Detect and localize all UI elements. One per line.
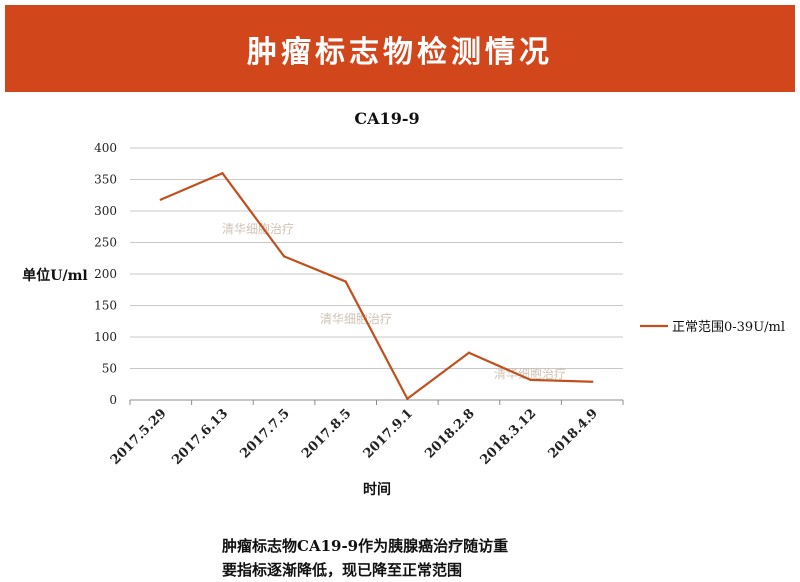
y-tick-label: 0 <box>109 393 117 407</box>
banner-title: 肿瘤标志物检测情况 <box>247 34 553 70</box>
data-point <box>221 172 224 175</box>
y-tick-label: 300 <box>94 204 117 218</box>
series-line-path <box>160 172 593 400</box>
title-banner: 肿瘤标志物检测情况 <box>5 5 795 92</box>
y-tick-label: 50 <box>102 362 117 376</box>
gridlines <box>130 147 623 369</box>
data-point <box>344 280 347 283</box>
legend: 正常范围0-39U/ml <box>640 320 785 335</box>
x-tick-label: 2017.5.29 <box>108 406 170 468</box>
data-point <box>406 397 409 400</box>
x-tick-label: 2017.9.1 <box>361 406 416 461</box>
y-tick-label: 100 <box>94 330 117 344</box>
x-tick-label: 2018.2.8 <box>422 406 477 461</box>
data-point <box>282 255 286 258</box>
legend-entry: 正常范围0-39U/ml <box>672 320 785 335</box>
x-tick-label: 2017.6.13 <box>169 406 231 468</box>
x-tick-label: 2017.7.5 <box>238 406 293 461</box>
data-point <box>590 380 594 383</box>
caption-line-2: 要指标逐渐降低，现已降至正常范围 <box>222 561 463 579</box>
y-tick-label: 200 <box>94 267 117 281</box>
y-tick-label: 350 <box>94 173 117 187</box>
y-tick-label: 400 <box>94 141 117 155</box>
data-point <box>159 198 163 201</box>
data-point <box>529 378 532 382</box>
watermark-text: 清华细胞治疗 <box>320 312 392 326</box>
x-tick-label: 2018.4.9 <box>546 406 601 461</box>
caption: 肿瘤标志物CA19-9作为胰腺癌治疗随访重 要指标逐渐降低，现已降至正常范围 <box>222 534 642 582</box>
y-axis-label: 单位U/ml <box>22 267 87 284</box>
data-point <box>467 351 471 354</box>
x-axis-label: 时间 <box>363 481 391 498</box>
y-tick-labels: 0 50 100 150 200 250 300 350 400 <box>94 141 117 407</box>
y-tick-label: 150 <box>94 299 117 313</box>
x-tick-label: 2018.3.12 <box>478 406 540 468</box>
caption-line-1: 肿瘤标志物CA19-9作为胰腺癌治疗随访重 <box>222 537 509 555</box>
y-tick-label: 250 <box>94 236 117 250</box>
watermark-text: 清华细胞治疗 <box>222 222 294 236</box>
x-tick-labels: 2017.5.29 2017.6.13 2017.7.5 2017.8.5 2017.9… <box>108 400 624 468</box>
x-tick-label: 2017.8.5 <box>299 406 354 461</box>
series-line <box>159 172 594 400</box>
chart-title: CA19-9 <box>354 109 419 128</box>
